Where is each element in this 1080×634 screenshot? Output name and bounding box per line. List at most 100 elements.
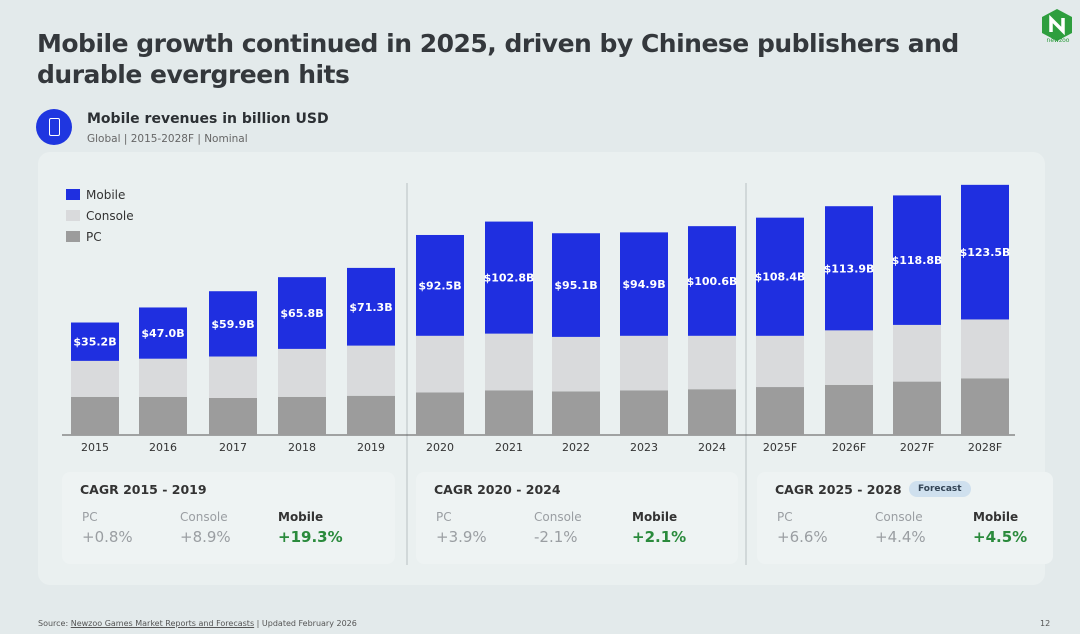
bar-console — [347, 345, 395, 396]
legend-label: Console — [86, 208, 134, 223]
legend-swatch — [66, 189, 80, 200]
x-tick-label: 2018 — [288, 441, 316, 454]
legend-console: Console — [66, 205, 134, 226]
data-label: $71.3B — [349, 301, 392, 314]
cagr-metric-console: Console +8.9% — [180, 510, 231, 546]
metric-value: +3.9% — [436, 528, 487, 546]
bar-pc — [139, 396, 187, 435]
bar-console — [893, 324, 941, 382]
x-tick-label: 2028F — [968, 441, 1002, 454]
legend-label: PC — [86, 229, 102, 244]
data-label: $100.6B — [687, 275, 738, 288]
x-tick-label: 2019 — [357, 441, 385, 454]
bar-pc — [893, 381, 941, 435]
metric-label: PC — [436, 510, 452, 524]
data-label: $35.2B — [73, 336, 116, 349]
cagr-title: CAGR 2025 - 2028 — [775, 482, 902, 497]
cagr-metric-pc: PC +6.6% — [777, 510, 828, 546]
metric-label: PC — [777, 510, 793, 524]
bar-pc — [756, 387, 804, 435]
data-label: $123.5B — [960, 246, 1011, 259]
bar-pc — [71, 396, 119, 435]
smartphone-icon — [36, 109, 72, 145]
x-tick-label: 2022 — [562, 441, 590, 454]
bar-pc — [620, 390, 668, 435]
logo-text: newzoo — [1046, 37, 1070, 44]
data-label: $102.8B — [484, 272, 535, 285]
bar-mobile — [485, 221, 533, 334]
bar-mobile — [756, 217, 804, 336]
bar-pc — [347, 395, 395, 435]
bar-mobile — [209, 291, 257, 357]
source-link[interactable]: Newzoo Games Market Reports and Forecast… — [70, 619, 255, 628]
cagr-title: CAGR 2015 - 2019 — [80, 482, 207, 497]
data-label: $59.9B — [211, 318, 254, 331]
metric-value: +8.9% — [180, 528, 231, 546]
data-label: $113.9B — [824, 262, 875, 275]
metric-value: +4.5% — [973, 528, 1028, 546]
data-label: $65.8B — [280, 307, 323, 320]
cagr-metric-mobile: Mobile +4.5% — [973, 510, 1027, 546]
metric-value: +0.8% — [82, 528, 133, 546]
bar-console — [485, 333, 533, 391]
data-label: $47.0B — [141, 327, 184, 340]
metric-value: +6.6% — [777, 528, 828, 546]
x-tick-label: 2024 — [698, 441, 726, 454]
bar-mobile — [620, 232, 668, 336]
legend-label: Mobile — [86, 187, 126, 202]
data-label: $95.1B — [554, 279, 597, 292]
legend-mobile: Mobile — [66, 184, 134, 205]
x-tick-label: 2025F — [763, 441, 797, 454]
metric-label: Mobile — [632, 510, 678, 524]
cagr-metric-console: Console -2.1% — [534, 510, 582, 546]
bar-mobile — [416, 234, 464, 336]
bar-pc — [485, 390, 533, 435]
cagr-metric-pc: PC +3.9% — [436, 510, 487, 546]
cagr-card: CAGR 2015 - 2019 PC +0.8% Console +8.9% Mobil… — [62, 472, 395, 564]
x-tick-label: 2016 — [149, 441, 177, 454]
x-tick-label: 2020 — [426, 441, 454, 454]
metric-label: Console — [534, 510, 582, 524]
bar-mobile — [825, 206, 873, 331]
bar-console — [139, 358, 187, 397]
legend-swatch — [66, 210, 80, 221]
bar-console — [552, 336, 600, 392]
bar-pc — [552, 391, 600, 435]
chart-subtitle: Global | 2015-2028F | Nominal — [87, 133, 248, 145]
metric-label: Mobile — [278, 510, 324, 524]
newzoo-logo — [1042, 9, 1072, 41]
metric-value: +2.1% — [632, 528, 687, 546]
data-label: $108.4B — [755, 271, 806, 284]
metric-label: Mobile — [973, 510, 1019, 524]
cagr-metric-mobile: Mobile +2.1% — [632, 510, 686, 546]
cagr-metric-console: Console +4.4% — [875, 510, 926, 546]
bar-pc — [825, 384, 873, 435]
bar-mobile — [688, 226, 736, 336]
bar-pc — [688, 389, 736, 435]
bar-mobile — [71, 322, 119, 361]
bar-mobile — [139, 307, 187, 359]
bar-mobile — [961, 184, 1009, 320]
bar-console — [620, 335, 668, 391]
bar-console — [416, 335, 464, 393]
bar-console — [209, 356, 257, 398]
forecast-badge: Forecast — [909, 481, 971, 497]
cagr-card: CAGR 2025 - 2028 Forecast PC +6.6% Console +4… — [757, 472, 1053, 564]
metric-label: Console — [180, 510, 228, 524]
x-tick-label: 2015 — [81, 441, 109, 454]
cagr-title: CAGR 2020 - 2024 — [434, 482, 561, 497]
data-label: $118.8B — [892, 254, 943, 267]
legend-swatch — [66, 231, 80, 242]
data-label: $92.5B — [418, 279, 461, 292]
bar-console — [756, 335, 804, 388]
bar-pc — [416, 392, 464, 435]
x-tick-label: 2027F — [900, 441, 934, 454]
bar-mobile — [278, 277, 326, 349]
bar-mobile — [552, 233, 600, 337]
bar-console — [688, 335, 736, 390]
legend-pc: PC — [66, 226, 134, 247]
chart-title: Mobile revenues in billion USD — [87, 111, 329, 127]
bar-pc — [961, 378, 1009, 435]
metric-value: +19.3% — [278, 528, 343, 546]
